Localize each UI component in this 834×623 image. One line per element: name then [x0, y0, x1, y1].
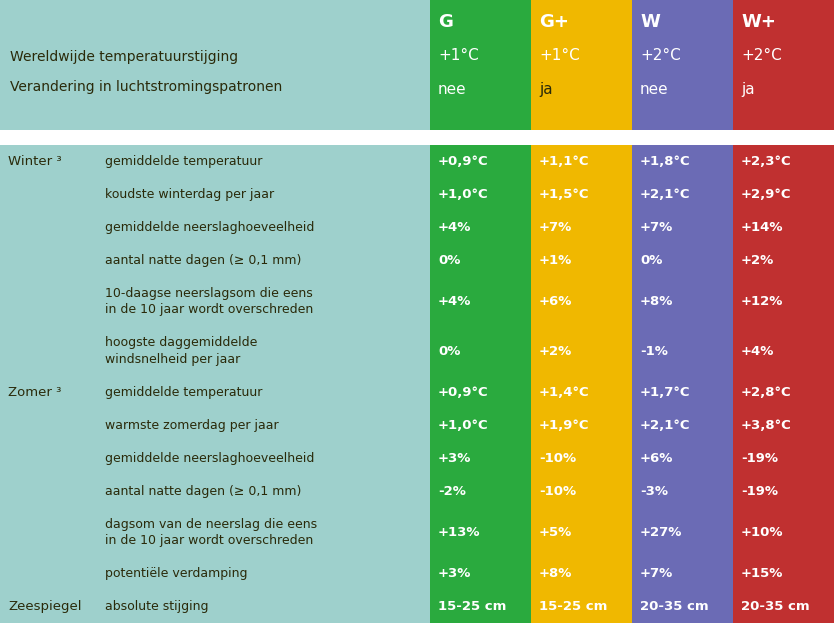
Text: +1°C: +1°C [539, 48, 580, 63]
Text: +7%: +7% [640, 567, 673, 580]
Text: nee: nee [640, 82, 669, 97]
Text: Winter ³: Winter ³ [8, 155, 62, 168]
Text: +3%: +3% [438, 567, 471, 580]
Text: +8%: +8% [640, 295, 673, 308]
Text: +2°C: +2°C [640, 48, 681, 63]
Text: -19%: -19% [741, 452, 778, 465]
Text: +12%: +12% [741, 295, 783, 308]
Text: koudste winterdag per jaar: koudste winterdag per jaar [105, 188, 274, 201]
Text: +7%: +7% [539, 221, 572, 234]
Text: +6%: +6% [539, 295, 572, 308]
Text: +1,9°C: +1,9°C [539, 419, 590, 432]
Text: +7%: +7% [640, 221, 673, 234]
Text: Verandering in luchtstromingspatronen: Verandering in luchtstromingspatronen [10, 80, 282, 94]
Text: 0%: 0% [640, 254, 662, 267]
Text: +3,8°C: +3,8°C [741, 419, 791, 432]
Text: potentiële verdamping: potentiële verdamping [105, 567, 248, 580]
Text: +0,9°C: +0,9°C [438, 155, 489, 168]
Text: +4%: +4% [438, 221, 471, 234]
Text: +5%: +5% [539, 526, 572, 539]
Text: -10%: -10% [539, 485, 576, 498]
Text: +2,1°C: +2,1°C [640, 419, 691, 432]
Text: +2%: +2% [741, 254, 774, 267]
Text: +3%: +3% [438, 452, 471, 465]
Text: +2,1°C: +2,1°C [640, 188, 691, 201]
Text: +10%: +10% [741, 526, 783, 539]
Bar [632, 0, 733, 623]
Text: warmste zomerdag per jaar: warmste zomerdag per jaar [105, 419, 279, 432]
Text: +2,8°C: +2,8°C [741, 386, 791, 399]
Text: dagsom van de neerslag die eens
in de 10 jaar wordt overschreden: dagsom van de neerslag die eens in de 10… [105, 518, 317, 547]
Text: +1,4°C: +1,4°C [539, 386, 590, 399]
Text: +14%: +14% [741, 221, 783, 234]
Text: +1,7°C: +1,7°C [640, 386, 691, 399]
Text: +1,8°C: +1,8°C [640, 155, 691, 168]
Bar [430, 0, 531, 623]
Text: +2°C: +2°C [741, 48, 781, 63]
Text: 0%: 0% [438, 345, 460, 358]
Text: hoogste daggemiddelde
windsnelheid per jaar: hoogste daggemiddelde windsnelheid per j… [105, 336, 258, 366]
Text: +8%: +8% [539, 567, 572, 580]
Text: -1%: -1% [640, 345, 668, 358]
Text: aantal natte dagen (≥ 0,1 mm): aantal natte dagen (≥ 0,1 mm) [105, 485, 301, 498]
Text: ja: ja [539, 82, 553, 97]
Text: 20-35 cm: 20-35 cm [741, 600, 810, 613]
Text: +4%: +4% [741, 345, 775, 358]
Text: ja: ja [741, 82, 755, 97]
Text: absolute stijging: absolute stijging [105, 600, 208, 613]
Text: -19%: -19% [741, 485, 778, 498]
Text: +0,9°C: +0,9°C [438, 386, 489, 399]
Text: +2,9°C: +2,9°C [741, 188, 791, 201]
Text: Zeespiegel: Zeespiegel [8, 600, 82, 613]
Text: 20-35 cm: 20-35 cm [640, 600, 709, 613]
Text: gemiddelde neerslaghoeveelheid: gemiddelde neerslaghoeveelheid [105, 452, 314, 465]
Text: gemiddelde temperatuur: gemiddelde temperatuur [105, 155, 263, 168]
Text: G: G [438, 13, 453, 31]
Text: G+: G+ [539, 13, 569, 31]
Text: -10%: -10% [539, 452, 576, 465]
Text: +13%: +13% [438, 526, 480, 539]
Text: -3%: -3% [640, 485, 668, 498]
Text: +1,5°C: +1,5°C [539, 188, 590, 201]
Text: W+: W+ [741, 13, 776, 31]
Bar [733, 0, 834, 623]
Text: +2%: +2% [539, 345, 572, 358]
Text: +6%: +6% [640, 452, 673, 465]
Text: nee: nee [438, 82, 467, 97]
Text: +1,0°C: +1,0°C [438, 188, 489, 201]
Text: aantal natte dagen (≥ 0,1 mm): aantal natte dagen (≥ 0,1 mm) [105, 254, 301, 267]
Text: +15%: +15% [741, 567, 783, 580]
Text: +1°C: +1°C [438, 48, 479, 63]
Text: 15-25 cm: 15-25 cm [438, 600, 506, 613]
Text: +1,1°C: +1,1°C [539, 155, 590, 168]
Bar [0, 130, 834, 145]
Text: 15-25 cm: 15-25 cm [539, 600, 607, 613]
Text: +2,3°C: +2,3°C [741, 155, 791, 168]
Text: gemiddelde temperatuur: gemiddelde temperatuur [105, 386, 263, 399]
Text: 10-daagse neerslagsom die eens
in de 10 jaar wordt overschreden: 10-daagse neerslagsom die eens in de 10 … [105, 287, 314, 316]
Text: gemiddelde neerslaghoeveelheid: gemiddelde neerslaghoeveelheid [105, 221, 314, 234]
Text: 0%: 0% [438, 254, 460, 267]
Text: +27%: +27% [640, 526, 682, 539]
Text: Wereldwijde temperatuurstijging: Wereldwijde temperatuurstijging [10, 50, 239, 64]
Text: +4%: +4% [438, 295, 471, 308]
Text: W: W [640, 13, 660, 31]
Text: Zomer ³: Zomer ³ [8, 386, 62, 399]
Text: +1,0°C: +1,0°C [438, 419, 489, 432]
Text: -2%: -2% [438, 485, 466, 498]
Bar [531, 0, 632, 623]
Text: +1%: +1% [539, 254, 572, 267]
